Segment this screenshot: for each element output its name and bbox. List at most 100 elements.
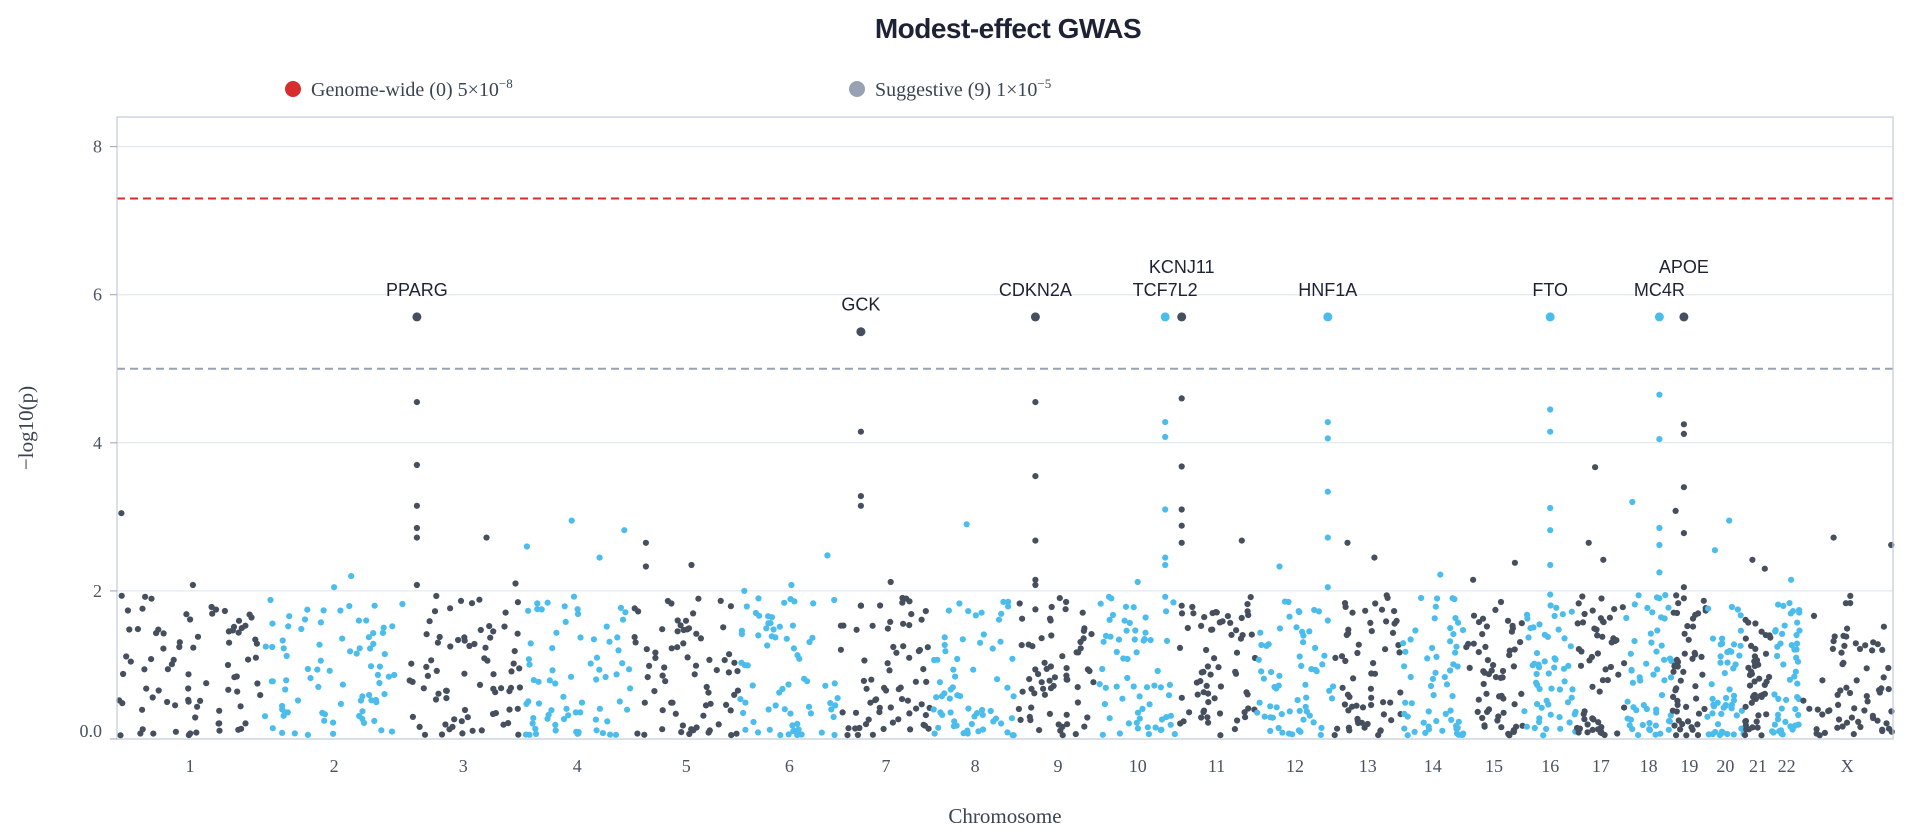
snp-point	[560, 716, 568, 723]
snp-point	[1533, 679, 1540, 686]
snp-point	[1540, 732, 1547, 739]
snp-point	[1738, 725, 1745, 732]
snp-point	[370, 640, 377, 648]
snp-point	[1255, 656, 1262, 663]
x-tick-label: 10	[1129, 756, 1147, 776]
snp-point	[1615, 671, 1622, 678]
snp-point	[1704, 713, 1711, 720]
snp-point	[1748, 668, 1755, 675]
snp-point	[552, 721, 559, 729]
snp-point	[1424, 655, 1431, 662]
snp-point	[1551, 664, 1558, 671]
snp-point	[659, 726, 666, 733]
snp-point	[1389, 629, 1397, 637]
snp-point	[770, 626, 777, 633]
snp-point	[1810, 612, 1818, 620]
y-axis-title: −log10(p)	[14, 386, 38, 470]
snp-point	[1586, 657, 1593, 664]
snp-point	[923, 678, 930, 686]
snp-point	[634, 730, 641, 737]
snp-point	[1306, 628, 1313, 635]
snp-point	[1470, 612, 1478, 619]
snp-point	[435, 690, 442, 697]
snp-point	[959, 636, 966, 643]
snp-point	[754, 729, 762, 736]
snp-point	[668, 699, 675, 706]
snp-point	[887, 704, 894, 711]
snp-point	[1411, 728, 1418, 736]
snp-point	[907, 726, 914, 733]
snp-point	[1306, 712, 1313, 719]
snp-point	[1733, 712, 1740, 719]
snp-point	[1746, 682, 1754, 689]
snp-point	[1203, 682, 1210, 690]
snp-point	[1233, 627, 1240, 634]
snp-point	[160, 645, 167, 652]
snp-point	[346, 603, 353, 610]
snp-point	[1718, 710, 1725, 718]
snp-point	[1608, 639, 1615, 646]
snp-point	[365, 634, 372, 641]
snp-point	[1267, 714, 1274, 721]
snp-point	[857, 428, 865, 435]
y-tick-label: 2	[93, 581, 102, 601]
snp-point	[1402, 699, 1409, 706]
snp-point	[1794, 680, 1801, 687]
legend-marker	[285, 81, 301, 97]
snp-point	[279, 706, 286, 713]
snp-point	[1453, 730, 1461, 737]
legend-marker	[849, 81, 865, 97]
snp-point	[785, 731, 792, 738]
snp-point	[1576, 725, 1583, 732]
snp-point	[1547, 602, 1554, 609]
snp-point	[1194, 691, 1201, 698]
snp-point	[1758, 732, 1765, 739]
snp-point	[1057, 727, 1064, 734]
snp-point	[895, 716, 902, 723]
snp-point	[1481, 669, 1488, 676]
snp-point	[1643, 705, 1650, 713]
snp-point	[1488, 667, 1495, 674]
lead-snp-point	[1654, 312, 1664, 322]
snp-point	[1245, 705, 1252, 712]
snp-point	[1793, 640, 1801, 647]
snp-point	[1048, 632, 1055, 639]
snp-point	[697, 635, 705, 642]
snp-point	[245, 656, 252, 663]
snp-point	[965, 705, 972, 712]
snp-point	[968, 720, 975, 728]
snp-point	[652, 654, 659, 662]
snp-point	[1136, 715, 1143, 722]
snp-point	[1511, 701, 1518, 708]
snp-point	[1834, 691, 1841, 699]
lead-snp-point	[1323, 312, 1333, 322]
snp-point	[514, 705, 521, 712]
snp-point	[1048, 603, 1055, 611]
snp-point	[1311, 606, 1318, 614]
snp-point	[574, 610, 582, 618]
snp-point	[1238, 537, 1245, 544]
snp-point	[1658, 692, 1666, 699]
snp-point	[1338, 653, 1346, 660]
snp-point	[1267, 703, 1274, 710]
snp-point	[1254, 709, 1261, 716]
snp-point	[1051, 674, 1058, 681]
snp-point	[738, 630, 746, 638]
snp-point	[1496, 693, 1503, 700]
snp-point	[1665, 604, 1672, 611]
snp-point	[1260, 675, 1267, 682]
snp-point	[242, 720, 249, 727]
snp-point	[887, 618, 894, 626]
snp-point	[1545, 701, 1552, 708]
snp-point	[1624, 698, 1631, 705]
snp-point	[1064, 721, 1071, 728]
snp-point	[1354, 649, 1361, 657]
snp-point	[763, 625, 770, 632]
snp-point	[360, 719, 368, 727]
snp-point	[1443, 681, 1451, 688]
snp-point	[1879, 646, 1886, 654]
snp-point	[248, 614, 255, 621]
legend-entry: Genome-wide (0) 5×10−8	[311, 76, 513, 101]
snp-point	[1143, 684, 1151, 691]
snp-point	[1742, 616, 1749, 624]
